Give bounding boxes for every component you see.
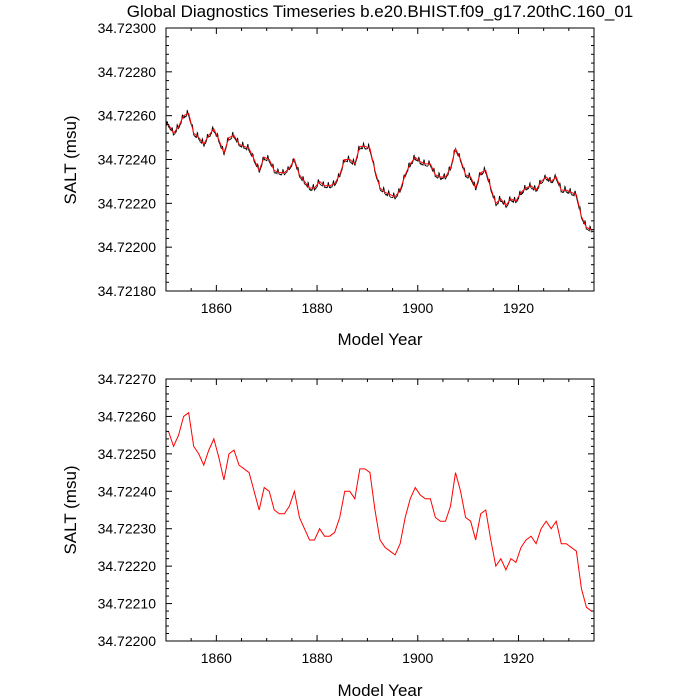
top-chart-series xyxy=(165,109,594,233)
y-tick-label-2: 34.72220 xyxy=(98,558,157,574)
top-chart-frame xyxy=(165,27,595,292)
y-tick-label-0: 34.72200 xyxy=(98,633,157,649)
x-tick-label-1: 1880 xyxy=(301,650,332,666)
y-tick-label-0: 34.72180 xyxy=(98,283,157,299)
bottom-chart-series xyxy=(168,411,592,612)
bottom-chart-ticks xyxy=(165,378,595,642)
top-chart-ylabel: SALT (msu) xyxy=(61,115,80,204)
bottom-chart-xlabel: Model Year xyxy=(337,681,422,700)
y-tick-label-1: 34.72210 xyxy=(98,596,157,612)
top-chart-ticks xyxy=(165,27,595,292)
y-tick-label-4: 34.72260 xyxy=(98,108,157,124)
x-tick-label-0: 1860 xyxy=(201,650,232,666)
figure-title: Global Diagnostics Timeseries b.e20.BHIS… xyxy=(127,2,634,21)
bottom-chart-ylabel: SALT (msu) xyxy=(61,465,80,554)
bottom-chart-frame xyxy=(165,378,595,642)
x-tick-label-0: 1860 xyxy=(201,300,232,316)
x-tick-label-1: 1880 xyxy=(301,300,332,316)
series-monthly-line xyxy=(165,109,594,233)
x-tick-label-2: 1900 xyxy=(402,300,433,316)
y-tick-label-7: 34.72270 xyxy=(98,371,157,387)
top-chart-tick-labels: 1860 1880 1900 1920 34.72180 34.72200 34.72220… xyxy=(98,20,535,316)
x-tick-label-3: 1920 xyxy=(503,650,534,666)
series-annual-line xyxy=(168,411,592,612)
x-tick-label-3: 1920 xyxy=(503,300,534,316)
y-tick-label-6: 34.72300 xyxy=(98,20,157,36)
bottom-chart: 1860 1880 1900 1920 34.72200 34.72210 34.72220… xyxy=(61,371,595,700)
y-tick-label-5: 34.72250 xyxy=(98,446,157,462)
bottom-chart-tick-labels: 1860 1880 1900 1920 34.72200 34.72210 34.72220… xyxy=(98,371,535,666)
y-tick-label-2: 34.72220 xyxy=(98,195,157,211)
y-tick-label-3: 34.72230 xyxy=(98,521,157,537)
y-tick-label-4: 34.72240 xyxy=(98,483,157,499)
y-tick-label-6: 34.72260 xyxy=(98,408,157,424)
y-tick-label-3: 34.72240 xyxy=(98,152,157,168)
y-tick-label-1: 34.72200 xyxy=(98,239,157,255)
top-chart: 1860 1880 1900 1920 34.72180 34.72200 34.72220… xyxy=(61,20,595,349)
top-chart-xlabel: Model Year xyxy=(337,330,422,349)
series-annual-line xyxy=(168,112,592,231)
y-tick-label-5: 34.72280 xyxy=(98,64,157,80)
x-tick-label-2: 1900 xyxy=(402,650,433,666)
